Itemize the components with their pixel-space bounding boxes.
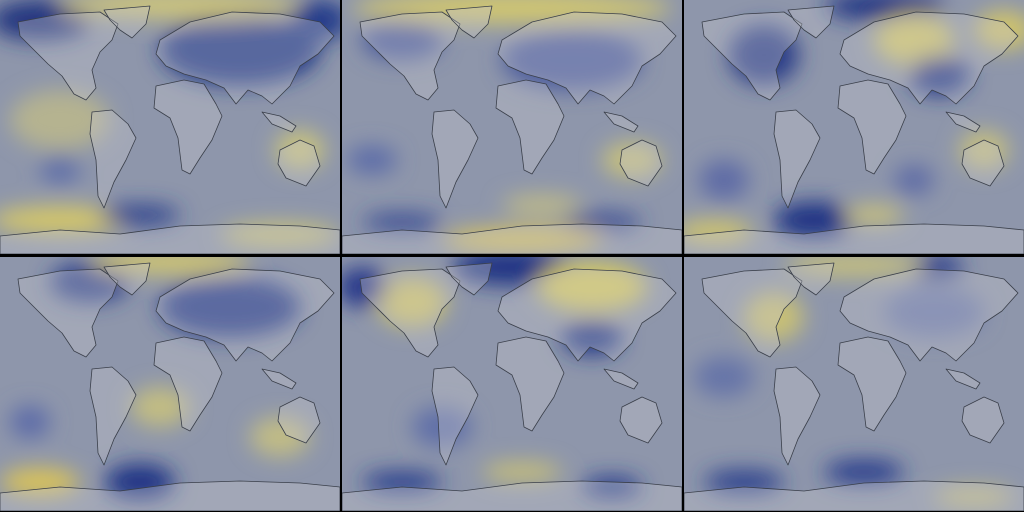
- map-panel: [0, 0, 340, 254]
- map-panel: [342, 0, 682, 254]
- map-panel: [684, 0, 1024, 254]
- map-panel: [342, 257, 682, 511]
- map-panel: [684, 257, 1024, 511]
- map-panel: [0, 257, 340, 511]
